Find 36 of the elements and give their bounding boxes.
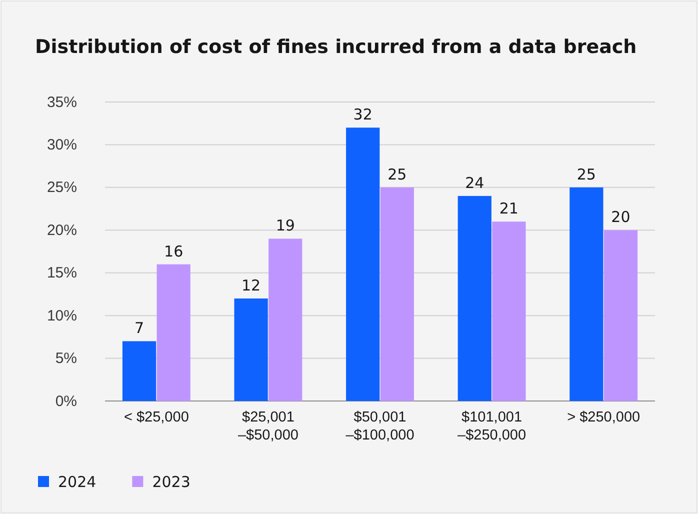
bar [234, 298, 268, 401]
bar [268, 238, 302, 401]
y-tick-label: 0% [55, 392, 77, 410]
legend-label: 2024 [58, 473, 96, 491]
bar [380, 187, 414, 401]
x-tick-label: $101,001 –$250,000 [458, 409, 526, 444]
y-tick-label: 25% [46, 179, 77, 196]
data-label: 19 [276, 216, 295, 235]
y-tick-label: 10% [46, 307, 77, 324]
y-tick-label: 15% [46, 264, 77, 282]
x-tick-label: $25,001 –$50,000 [238, 409, 298, 444]
data-label: 20 [611, 208, 630, 226]
data-label: 24 [465, 174, 484, 192]
data-label: 16 [164, 242, 184, 260]
data-label: 21 [499, 200, 518, 218]
bar [458, 196, 492, 401]
y-tick-label: 30% [46, 136, 77, 154]
data-label: 25 [576, 165, 596, 184]
bar [156, 264, 190, 401]
data-label: 32 [353, 106, 372, 124]
y-tick-label: 35% [46, 94, 77, 111]
bar [604, 230, 638, 401]
y-tick-label: 5% [55, 350, 77, 368]
data-label: 7 [134, 319, 144, 338]
x-tick-label: > $250,000 [567, 409, 640, 426]
x-tick-label: < $25,000 [124, 409, 189, 426]
x-tick-label: $50,001 –$100,000 [346, 409, 414, 444]
data-label: 12 [242, 276, 261, 294]
y-tick-label: 20% [46, 222, 77, 239]
chart-title: Distribution of cost of fines incurred from a data breach [35, 36, 637, 58]
bar [492, 222, 526, 401]
bar [570, 187, 604, 401]
data-label: 25 [388, 165, 407, 184]
bar [346, 128, 380, 401]
bar [122, 341, 156, 401]
legend-label: 2023 [152, 473, 190, 491]
